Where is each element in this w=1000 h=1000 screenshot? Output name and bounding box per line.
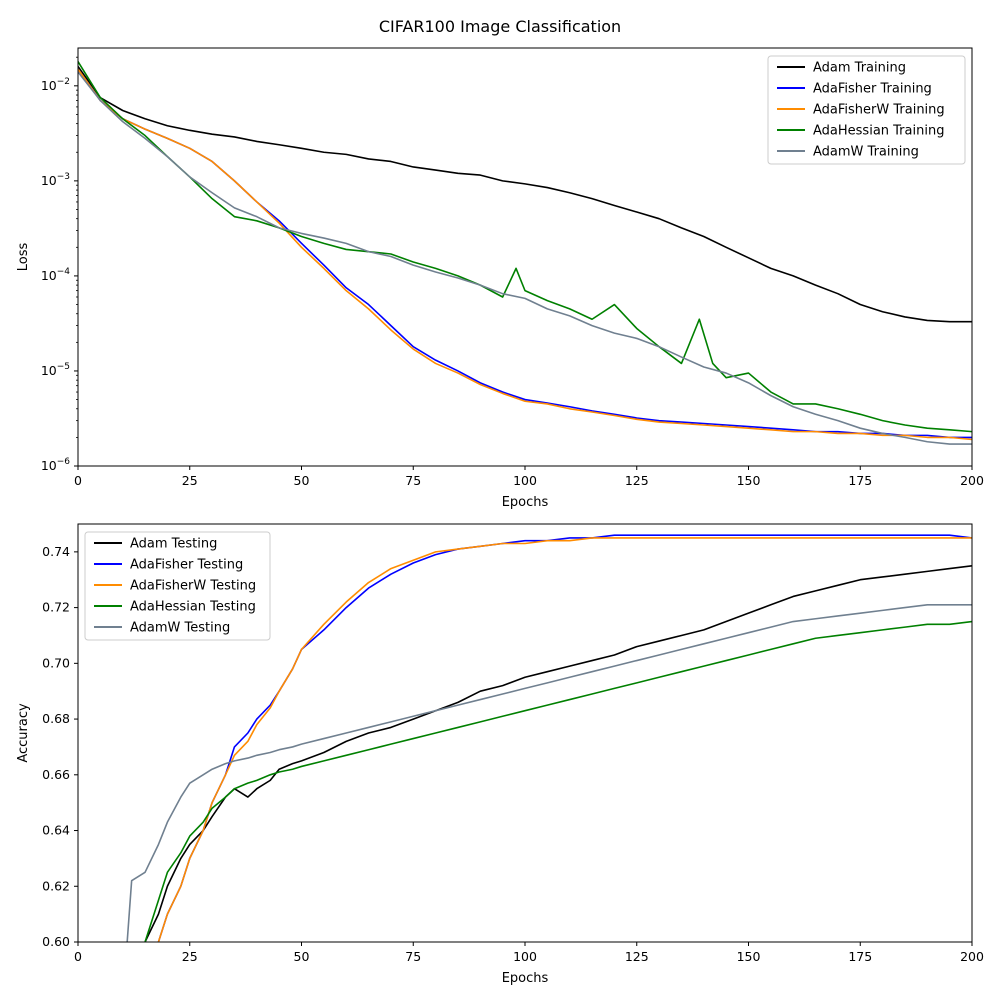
accuracy-y-tick-label: 0.62: [42, 878, 70, 893]
accuracy-x-tick-label: 75: [405, 949, 421, 964]
accuracy-legend-label: AdamW Testing: [130, 621, 230, 636]
loss-y-tick-label: 10−6: [41, 457, 70, 473]
loss-legend-label: AdaFisher Training: [813, 82, 932, 97]
accuracy-x-tick-label: 25: [182, 949, 198, 964]
loss-x-axis-label: Epochs: [502, 495, 549, 510]
loss-y-axis-label: Loss: [16, 243, 31, 272]
loss-x-tick-label: 25: [182, 473, 198, 488]
loss-x-tick-label: 75: [405, 473, 421, 488]
loss-legend-box: [767, 55, 966, 165]
loss-y-tick-label: 10−4: [41, 267, 70, 283]
accuracy-x-tick-label: 125: [625, 949, 649, 964]
loss-series-line-2: [78, 68, 972, 441]
accuracy-x-tick-label: 0: [74, 949, 82, 964]
loss-legend-label: AdamW Training: [813, 145, 919, 160]
accuracy-y-tick-label: 0.74: [42, 544, 70, 559]
loss-series-line-0: [78, 65, 972, 323]
accuracy-x-tick-label: 175: [848, 949, 872, 964]
accuracy-series-line-2: [157, 537, 972, 942]
loss-y-tick-label: 10−2: [41, 77, 70, 93]
loss-legend-label: AdaHessian Training: [813, 124, 944, 139]
loss-series-line-4: [78, 71, 972, 445]
accuracy-x-tick-label: 200: [960, 949, 984, 964]
accuracy-y-tick-label: 0.60: [42, 934, 70, 949]
accuracy-y-tick-label: 0.66: [42, 767, 70, 782]
accuracy-legend-box: [84, 531, 271, 641]
accuracy-x-tick-label: 100: [513, 949, 537, 964]
accuracy-legend-label: Adam Testing: [130, 537, 217, 552]
accuracy-legend: Adam Testing AdaFisher Testing AdaFisherW …: [84, 531, 271, 641]
loss-x-tick-label: 0: [74, 473, 82, 488]
loss-legend-label: AdaFisherW Training: [813, 103, 945, 118]
loss-x-tick-label: 150: [737, 473, 761, 488]
accuracy-panel: 0 25 50 75 100 125 150 175 200 0.60 0.62 0.64 0.66 0.…: [16, 523, 984, 986]
loss-y-tick-label: 10−3: [41, 172, 70, 188]
accuracy-x-tick-label: 50: [294, 949, 310, 964]
loss-x-tick-label: 125: [625, 473, 649, 488]
loss-legend-label: Adam Training: [813, 61, 906, 76]
loss-x-tick-label: 200: [960, 473, 984, 488]
figure-title: CIFAR100 Image Classification: [378, 17, 622, 36]
accuracy-y-tick-label: 0.64: [42, 823, 70, 838]
accuracy-x-tick-label: 150: [737, 949, 761, 964]
loss-x-tick-label: 50: [294, 473, 310, 488]
loss-y-tick-label: 10−5: [41, 362, 70, 378]
loss-series-line-3: [78, 61, 972, 433]
loss-panel: 0 25 50 75 100 125 150 175 200 10−6 10−5 10−4 10−3 10…: [16, 47, 984, 510]
accuracy-x-axis-label: Epochs: [502, 971, 549, 986]
accuracy-legend-label: AdaFisher Testing: [130, 558, 243, 573]
loss-x-tick-label: 100: [513, 473, 537, 488]
accuracy-legend-label: AdaHessian Testing: [130, 600, 256, 615]
accuracy-y-tick-label: 0.70: [42, 655, 70, 670]
accuracy-y-tick-label: 0.68: [42, 711, 70, 726]
accuracy-series-line-3: [144, 620, 972, 942]
loss-legend: Adam Training AdaFisher Training AdaFisher…: [767, 55, 966, 165]
accuracy-legend-label: AdaFisherW Testing: [130, 579, 256, 594]
accuracy-series-line-4: [126, 604, 972, 942]
accuracy-series-line-1: [157, 534, 972, 942]
accuracy-y-tick-label: 0.72: [42, 600, 70, 615]
loss-x-tick-label: 175: [848, 473, 872, 488]
accuracy-y-axis-label: Accuracy: [16, 703, 31, 763]
